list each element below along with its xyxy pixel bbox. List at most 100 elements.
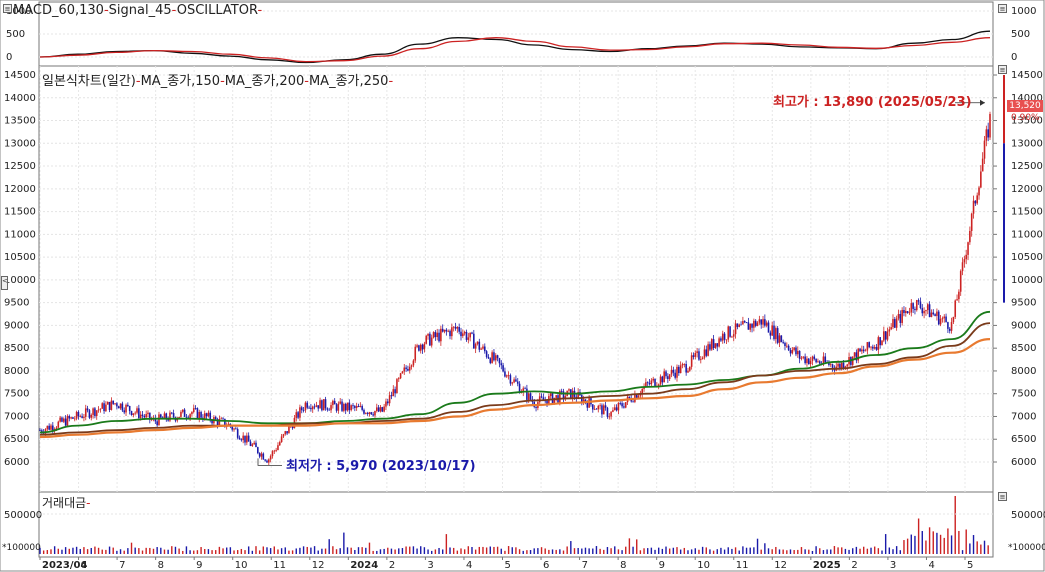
volume-bar <box>566 546 568 554</box>
candle-body <box>864 350 867 352</box>
candle-body <box>802 356 805 358</box>
candle-body <box>809 360 812 365</box>
candle-body <box>745 322 748 324</box>
candle-body <box>562 391 565 399</box>
candle-body <box>326 408 329 410</box>
macd-y-tick-right: 1000 <box>1011 6 1036 17</box>
volume-bar <box>72 547 74 554</box>
price-y-tick-left: 14500 <box>4 70 36 81</box>
candle-body <box>451 327 453 337</box>
price-y-tick-right: 12500 <box>1011 161 1043 172</box>
volume-bar <box>343 532 345 554</box>
candle-body <box>524 388 526 390</box>
candle-body <box>405 367 407 369</box>
volume-bar <box>687 550 689 554</box>
volume-bar <box>577 547 579 554</box>
volume-bar <box>409 546 411 554</box>
candle-body <box>419 344 422 351</box>
volume-bar <box>610 548 612 554</box>
x-axis-tick-label: 7 <box>119 560 125 571</box>
volume-bar <box>218 546 221 554</box>
candle-body <box>354 406 356 408</box>
volume-bar <box>614 546 616 554</box>
candle-body <box>75 411 78 419</box>
macd-y-tick-left: 500 <box>6 29 25 40</box>
volume-panel-menu-icon[interactable]: ≡ <box>998 492 1007 501</box>
x-axis-tick-label: 4 <box>928 560 934 571</box>
volume-bar <box>500 548 502 554</box>
macd-y-tick-left: 1000 <box>6 6 31 17</box>
candle-body <box>381 407 384 412</box>
candle-body <box>586 402 589 408</box>
candle-body <box>273 450 276 452</box>
candle-body <box>679 365 682 374</box>
volume-bar <box>431 550 433 554</box>
volume-bar <box>149 547 151 554</box>
candle-body <box>163 413 166 419</box>
volume-bar <box>668 548 671 554</box>
candle-body <box>269 456 272 460</box>
candle-body <box>696 351 698 353</box>
candle-body <box>846 364 849 367</box>
candle-body <box>64 418 67 426</box>
candle-body <box>815 358 817 363</box>
volume-bar <box>178 548 180 554</box>
candle-body <box>610 411 612 417</box>
candle-body <box>462 333 464 337</box>
candle-body <box>747 322 750 330</box>
candle-body <box>560 390 563 392</box>
volume-bar <box>277 549 279 554</box>
candle-body <box>139 414 142 419</box>
volume-bar <box>467 546 470 554</box>
candle-body <box>99 408 102 410</box>
candle-body <box>249 441 252 446</box>
candle-body <box>220 418 223 420</box>
candle-body <box>385 401 387 407</box>
left-scroll-handle[interactable]: < <box>1 276 8 290</box>
volume-bar <box>485 547 488 554</box>
volume-bar <box>39 547 41 554</box>
candle-body <box>987 129 989 138</box>
volume-bar <box>947 528 949 554</box>
candle-body <box>399 373 402 379</box>
x-axis-tick-label: 6 <box>543 560 549 571</box>
candle-body <box>62 418 65 422</box>
macd-panel-menu-icon[interactable]: ≡ <box>998 4 1007 13</box>
macd-panel-left-icon[interactable]: ≡ <box>3 4 12 13</box>
price-y-tick-left: 10000 <box>4 275 36 286</box>
volume-bar <box>441 549 444 554</box>
candle-body <box>352 405 354 407</box>
candle-body <box>782 342 784 343</box>
volume-bar <box>346 547 349 554</box>
candle-body <box>542 397 545 401</box>
volume-bar <box>427 549 429 554</box>
candle-body <box>868 342 870 348</box>
volume-bar <box>193 550 195 554</box>
volume-unit-label-left: *100000 <box>2 543 41 553</box>
candle-body <box>366 412 369 414</box>
candle-body <box>343 403 345 411</box>
candle-body <box>348 402 351 411</box>
candle-body <box>873 347 876 349</box>
candle-body <box>870 346 872 348</box>
price-panel-menu-icon[interactable]: ≡ <box>998 65 1007 74</box>
candle-body <box>50 425 52 430</box>
candle-body <box>538 396 541 403</box>
candle-body <box>480 348 482 350</box>
candle-body <box>877 337 880 350</box>
candle-body <box>936 311 938 316</box>
price-y-tick-left: 7000 <box>4 411 29 422</box>
volume-bar <box>361 547 363 554</box>
volume-bar <box>789 549 792 554</box>
candle-body <box>240 439 243 441</box>
volume-bar <box>753 547 755 554</box>
volume-bar <box>236 550 239 554</box>
candle-body <box>258 453 261 457</box>
volume-bar <box>928 527 931 554</box>
candle-body <box>840 362 843 369</box>
candle-body <box>143 415 146 418</box>
candle-body <box>341 401 343 411</box>
volume-bar <box>463 549 466 554</box>
candle-body <box>94 408 96 416</box>
candle-body <box>628 396 631 399</box>
